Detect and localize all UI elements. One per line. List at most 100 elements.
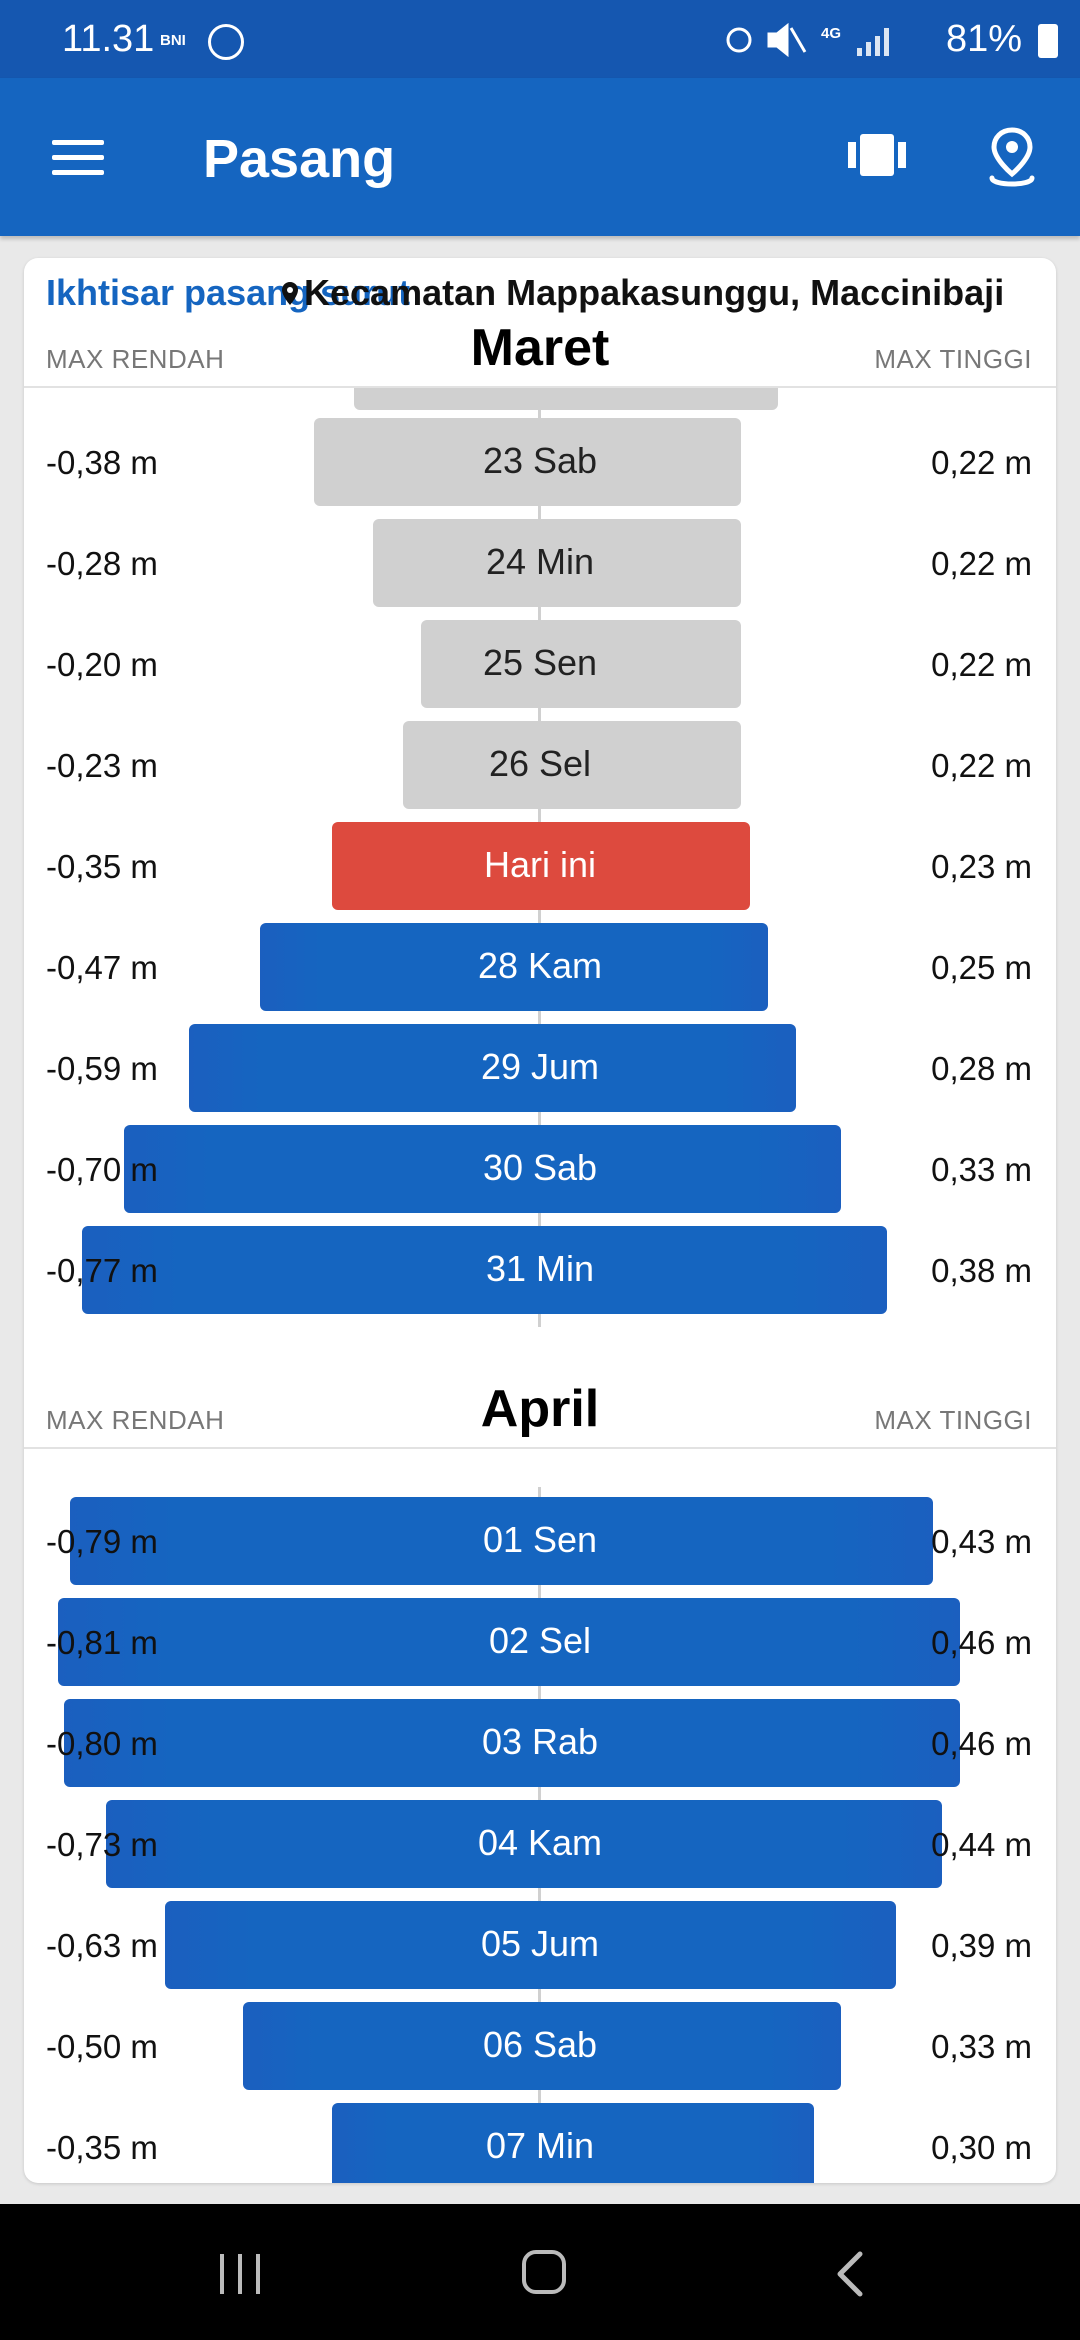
calendar-range-icon[interactable] <box>848 134 906 176</box>
app-bar: Pasang <box>0 78 1080 236</box>
tide-row[interactable]: -0,79 m 01 Sen 0,43 m <box>24 1497 1056 1598</box>
month-header: MAX RENDAH April MAX TINGGI <box>24 1377 1056 1449</box>
alarm-icon <box>726 27 752 53</box>
max-low-value: -0,50 m <box>46 2028 158 2065</box>
carrier-badge: BNI <box>160 32 186 49</box>
max-low-value: -0,47 m <box>46 949 158 986</box>
recent-apps-icon[interactable] <box>220 2254 264 2294</box>
max-low-value: -0,77 m <box>46 1252 158 1289</box>
max-low-value: -0,20 m <box>46 646 158 683</box>
max-high-value: 0,33 m <box>931 1151 1032 1188</box>
tide-row[interactable]: -0,23 m 26 Sel 0,22 m <box>24 721 1056 822</box>
tide-range-bar <box>331 2103 814 2183</box>
tide-overview-card: -0,38 m 23 Sab 0,22 m -0,28 m 24 Min 0,22 m -0… <box>24 258 1056 2183</box>
day-label: 06 Sab <box>482 2024 598 2065</box>
location-label[interactable]: Kecamatan Mappakasunggu, Maccinibaji <box>280 272 1004 314</box>
tide-row[interactable]: -0,20 m 25 Sen 0,22 m <box>24 620 1056 721</box>
max-high-value: 0,22 m <box>931 747 1032 784</box>
tide-range-bar <box>58 1598 960 1686</box>
max-high-header: MAX TINGGI <box>874 344 1032 374</box>
max-low-value: -0,28 m <box>46 545 158 582</box>
app-title: Pasang <box>203 129 396 189</box>
month-title: Maret <box>470 319 610 377</box>
day-label: 01 Sen <box>482 1519 598 1560</box>
max-high-value: 0,30 m <box>931 2129 1032 2166</box>
tide-range-bar <box>421 620 741 708</box>
max-high-value: 0,25 m <box>931 949 1032 986</box>
max-high-value: 0,22 m <box>931 545 1032 582</box>
max-high-value: 0,23 m <box>931 848 1032 885</box>
day-label: 02 Sel <box>488 1620 592 1661</box>
tide-row[interactable]: -0,59 m 29 Jum 0,28 m <box>24 1024 1056 1125</box>
max-low-value: -0,35 m <box>46 848 158 885</box>
menu-icon[interactable] <box>52 140 104 176</box>
day-label: 23 Sab <box>482 440 598 481</box>
back-icon[interactable] <box>830 2250 870 2298</box>
stocks-icon <box>208 24 244 60</box>
tide-row[interactable]: -0,80 m 03 Rab 0,46 m <box>24 1699 1056 1800</box>
max-high-value: 0,22 m <box>931 646 1032 683</box>
tide-range-bar <box>188 1024 796 1112</box>
day-label: 29 Jum <box>480 1046 600 1087</box>
month-header: MAX RENDAH Maret MAX TINGGI <box>24 316 1056 388</box>
card-title: Ikhtisar pasang surut <box>46 272 411 313</box>
max-low-value: -0,80 m <box>46 1725 158 1762</box>
location-pin-icon[interactable] <box>986 126 1038 188</box>
max-high-value: 0,43 m <box>931 1523 1032 1560</box>
tide-range-bar <box>373 519 741 607</box>
tide-row[interactable]: -0,47 m 28 Kam 0,25 m <box>24 923 1056 1024</box>
tide-range-bar <box>81 1226 887 1314</box>
day-label: 24 Min <box>485 541 595 582</box>
month-title: April <box>480 1380 600 1438</box>
tide-row[interactable]: -0,38 m 23 Sab 0,22 m <box>24 418 1056 519</box>
max-low-value: -0,38 m <box>46 444 158 481</box>
max-high-value: 0,28 m <box>931 1050 1032 1087</box>
tide-range-bar <box>403 721 741 809</box>
tide-row[interactable]: -0,70 m 30 Sab 0,33 m <box>24 1125 1056 1226</box>
max-low-value: -0,35 m <box>46 2129 158 2166</box>
tide-row[interactable]: -0,50 m 06 Sab 0,33 m <box>24 2002 1056 2103</box>
battery-icon <box>1038 24 1058 58</box>
status-bar: 11.31 BNI 4G 81% <box>0 0 1080 78</box>
status-time: 11.31 <box>62 18 155 60</box>
location-text: Kecamatan Mappakasunggu, Maccinibaji <box>304 272 1005 313</box>
max-low-value: -0,81 m <box>46 1624 158 1661</box>
tide-row[interactable]: -0,81 m 02 Sel 0,46 m <box>24 1598 1056 1699</box>
status-icons: 4G <box>726 22 889 58</box>
day-label: Hari ini <box>483 844 597 885</box>
max-low-header: MAX RENDAH <box>46 1405 225 1435</box>
day-label: 04 Kam <box>477 1822 603 1863</box>
tide-row[interactable]: -0,77 m 31 Min 0,38 m <box>24 1226 1056 1327</box>
tide-row[interactable]: -0,28 m 24 Min 0,22 m <box>24 519 1056 620</box>
max-high-header: MAX TINGGI <box>874 1405 1032 1435</box>
home-icon[interactable] <box>522 2250 566 2294</box>
max-low-value: -0,63 m <box>46 1927 158 1964</box>
max-high-value: 0,39 m <box>931 1927 1032 1964</box>
day-label: 05 Jum <box>480 1923 600 1964</box>
tide-range-bar <box>331 822 750 910</box>
tide-range-bar <box>242 2002 842 2090</box>
tide-range-bar <box>70 1497 933 1585</box>
tide-row[interactable]: -0,63 m 05 Jum 0,39 m <box>24 1901 1056 2002</box>
tide-range-bar <box>123 1125 842 1213</box>
max-high-value: 0,46 m <box>931 1725 1032 1762</box>
max-low-value: -0,79 m <box>46 1523 158 1560</box>
max-high-value: 0,38 m <box>931 1252 1032 1289</box>
location-pin-icon <box>282 282 298 305</box>
day-label: 25 Sen <box>482 642 598 683</box>
max-high-value: 0,22 m <box>931 444 1032 481</box>
max-low-value: -0,59 m <box>46 1050 158 1087</box>
day-label: 03 Rab <box>481 1721 599 1762</box>
tide-row[interactable]: -0,73 m 04 Kam 0,44 m <box>24 1800 1056 1901</box>
tide-row[interactable]: -0,35 m Hari ini 0,23 m <box>24 822 1056 923</box>
mute-icon <box>767 22 807 58</box>
tide-range-bar <box>165 1901 897 1989</box>
max-high-value: 0,44 m <box>931 1826 1032 1863</box>
day-label: 30 Sab <box>482 1147 598 1188</box>
tide-range-bar <box>313 418 741 506</box>
day-label: 07 Min <box>485 2125 595 2166</box>
system-navigation-bar <box>0 2204 1080 2340</box>
max-high-value: 0,33 m <box>931 2028 1032 2065</box>
max-low-value: -0,23 m <box>46 747 158 784</box>
tide-row[interactable]: -0,35 m 07 Min 0,30 m <box>24 2103 1056 2183</box>
